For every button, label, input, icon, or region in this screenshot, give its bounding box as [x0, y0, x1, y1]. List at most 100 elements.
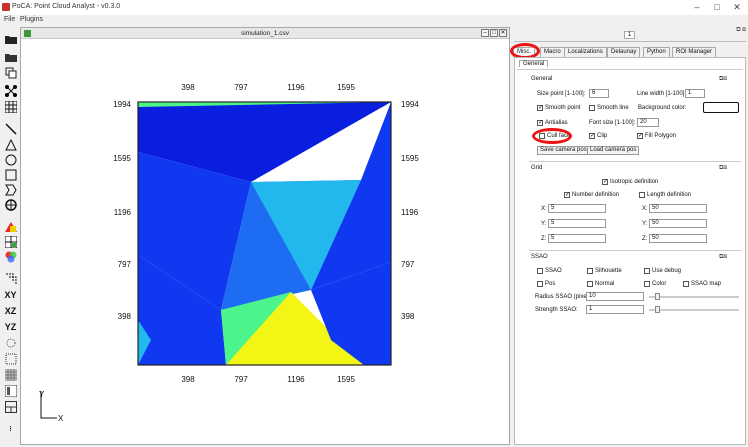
color-shapes-icon[interactable]: [4, 219, 17, 232]
line-width-spinbox[interactable]: 1: [685, 89, 705, 98]
radius-ssao-slider[interactable]: [649, 296, 739, 298]
view-xz-button[interactable]: XZ: [4, 305, 17, 316]
tab-delaunay[interactable]: Delaunay: [607, 47, 641, 57]
menu-file[interactable]: File: [4, 16, 16, 23]
delaunay-plot[interactable]: 398 797 1196 1595 398 797 1196 1595 1994 1595 11…: [21, 40, 509, 444]
viewer-titlebar: simulation_1.csv – □ ✕: [21, 28, 509, 39]
duplicate-icon[interactable]: [4, 66, 17, 79]
minimize-button[interactable]: –: [694, 2, 700, 12]
tab-localizations[interactable]: Localizations: [564, 47, 607, 57]
view-xy-button[interactable]: XY: [4, 289, 17, 300]
page-number: 1: [624, 31, 636, 39]
line-width-label: Line width [1-100]:: [637, 91, 687, 97]
strength-ssao-slider-handle[interactable]: [655, 306, 660, 313]
circle-tool-icon[interactable]: [4, 153, 17, 166]
triangle-mesh: [138, 102, 391, 365]
color-checkbox[interactable]: [644, 281, 650, 287]
grid-ny-input[interactable]: 5: [548, 219, 606, 228]
radius-ssao-slider-handle[interactable]: [655, 293, 660, 300]
tab-python[interactable]: Python: [643, 47, 670, 57]
tri-blue-1: [138, 152, 251, 310]
dotted-frame-icon[interactable]: [4, 352, 17, 365]
length-definition-label: Length definition: [647, 192, 692, 198]
viewer-restore-button[interactable]: □: [490, 29, 498, 37]
number-definition-label: Number definition: [572, 192, 620, 198]
tab-roi-manager[interactable]: ROI Manager: [672, 47, 717, 57]
close-button[interactable]: ✕: [733, 2, 741, 12]
length-definition-checkbox[interactable]: [639, 192, 645, 198]
fill-polygon-checkbox[interactable]: ✓: [637, 133, 644, 139]
y-tick-right-1994: 1994: [401, 100, 419, 109]
ssao-map-checkbox[interactable]: [683, 281, 689, 287]
antialias-checkbox[interactable]: ✓: [537, 120, 544, 126]
ssao-checkbox[interactable]: [537, 268, 543, 274]
subtab-general[interactable]: General: [519, 60, 549, 67]
smooth-line-checkbox[interactable]: [589, 105, 595, 111]
color-wheel-icon[interactable]: [4, 250, 17, 263]
grid-lx-input[interactable]: 50: [649, 204, 707, 213]
more-icon[interactable]: ⁝: [9, 425, 12, 433]
normal-checkbox[interactable]: [587, 281, 593, 287]
dot-grid-icon[interactable]: [4, 368, 17, 381]
open-dataset-icon[interactable]: [4, 50, 17, 63]
open-folder-icon[interactable]: [4, 32, 17, 45]
y-tick-left-398: 398: [118, 312, 132, 321]
number-definition-checkbox[interactable]: ✓: [564, 192, 571, 198]
save-camera-button[interactable]: Save camera pos: [537, 146, 590, 155]
grid-nx-input[interactable]: 5: [548, 204, 606, 213]
smooth-point-label: Smooth point: [545, 105, 581, 111]
size-point-spinbox[interactable]: 6: [589, 89, 609, 98]
x-tick-top-1196: 1196: [287, 83, 305, 92]
general-section-buttons[interactable]: ⧉⊠: [719, 76, 728, 82]
ssao-section-buttons[interactable]: ⧉⊠: [719, 254, 728, 260]
polygon-tool-icon[interactable]: [4, 183, 17, 196]
axis-gizmo: Y X: [39, 390, 64, 423]
radius-ssao-input[interactable]: 10: [586, 292, 644, 301]
grid-ny-label: Y:: [541, 221, 547, 227]
clip-checkbox[interactable]: ✓: [589, 133, 596, 139]
crop-icon[interactable]: [4, 272, 17, 285]
strength-ssao-input[interactable]: 1: [586, 305, 644, 314]
triangle-tool-icon[interactable]: [4, 138, 17, 151]
x-tick-top-797: 797: [234, 83, 248, 92]
silhouette-checkbox[interactable]: [587, 268, 593, 274]
plot-frame: [137, 101, 392, 366]
font-size-label: Font size [1-100]:: [589, 120, 636, 126]
tri-cyan-left: [138, 320, 151, 365]
panel-window-buttons[interactable]: ⧉ ⊠: [736, 27, 746, 33]
tab-macro[interactable]: Macro: [540, 47, 565, 57]
grid-section-buttons[interactable]: ⧉⊠: [719, 165, 728, 171]
x-tick-bottom-398: 398: [181, 375, 195, 384]
grid-divider: [529, 250, 741, 251]
graph-icon[interactable]: [4, 84, 17, 97]
general-divider: [529, 161, 741, 162]
font-size-spinbox[interactable]: 20: [637, 118, 659, 127]
load-camera-button[interactable]: Load camera pos: [587, 146, 640, 155]
background-color-button[interactable]: [703, 102, 739, 113]
smooth-point-checkbox[interactable]: ✓: [537, 105, 544, 111]
strength-ssao-label: Strength SSAO:: [535, 307, 578, 313]
line-tool-icon[interactable]: [4, 122, 17, 135]
grid-pattern-icon[interactable]: [4, 100, 17, 113]
strength-ssao-slider[interactable]: [649, 309, 739, 311]
grid-lz-input[interactable]: 50: [649, 234, 707, 243]
grid-nz-input[interactable]: 5: [548, 234, 606, 243]
tri-blue-4: [138, 255, 226, 365]
viewer-window: simulation_1.csv – □ ✕ 398 797 1196 1595 39…: [20, 27, 510, 445]
maximize-button[interactable]: □: [714, 2, 720, 12]
isotropic-checkbox[interactable]: ✓: [602, 179, 609, 185]
menu-plugins[interactable]: Plugins: [20, 16, 43, 23]
viewer-minimize-button[interactable]: –: [481, 29, 489, 37]
use-debug-checkbox[interactable]: [644, 268, 650, 274]
image-grid-icon[interactable]: [4, 235, 17, 248]
grid-lx-label: X:: [642, 206, 648, 212]
globe-icon[interactable]: [4, 198, 17, 211]
pos-checkbox[interactable]: [537, 281, 543, 287]
counter-icon[interactable]: [4, 384, 17, 397]
viewer-close-button[interactable]: ✕: [499, 29, 507, 37]
layout-icon[interactable]: [4, 400, 17, 413]
grid-ly-input[interactable]: 50: [649, 219, 707, 228]
square-tool-icon[interactable]: [4, 168, 17, 181]
camera-icon[interactable]: [4, 336, 17, 349]
view-yz-button[interactable]: YZ: [4, 321, 17, 332]
